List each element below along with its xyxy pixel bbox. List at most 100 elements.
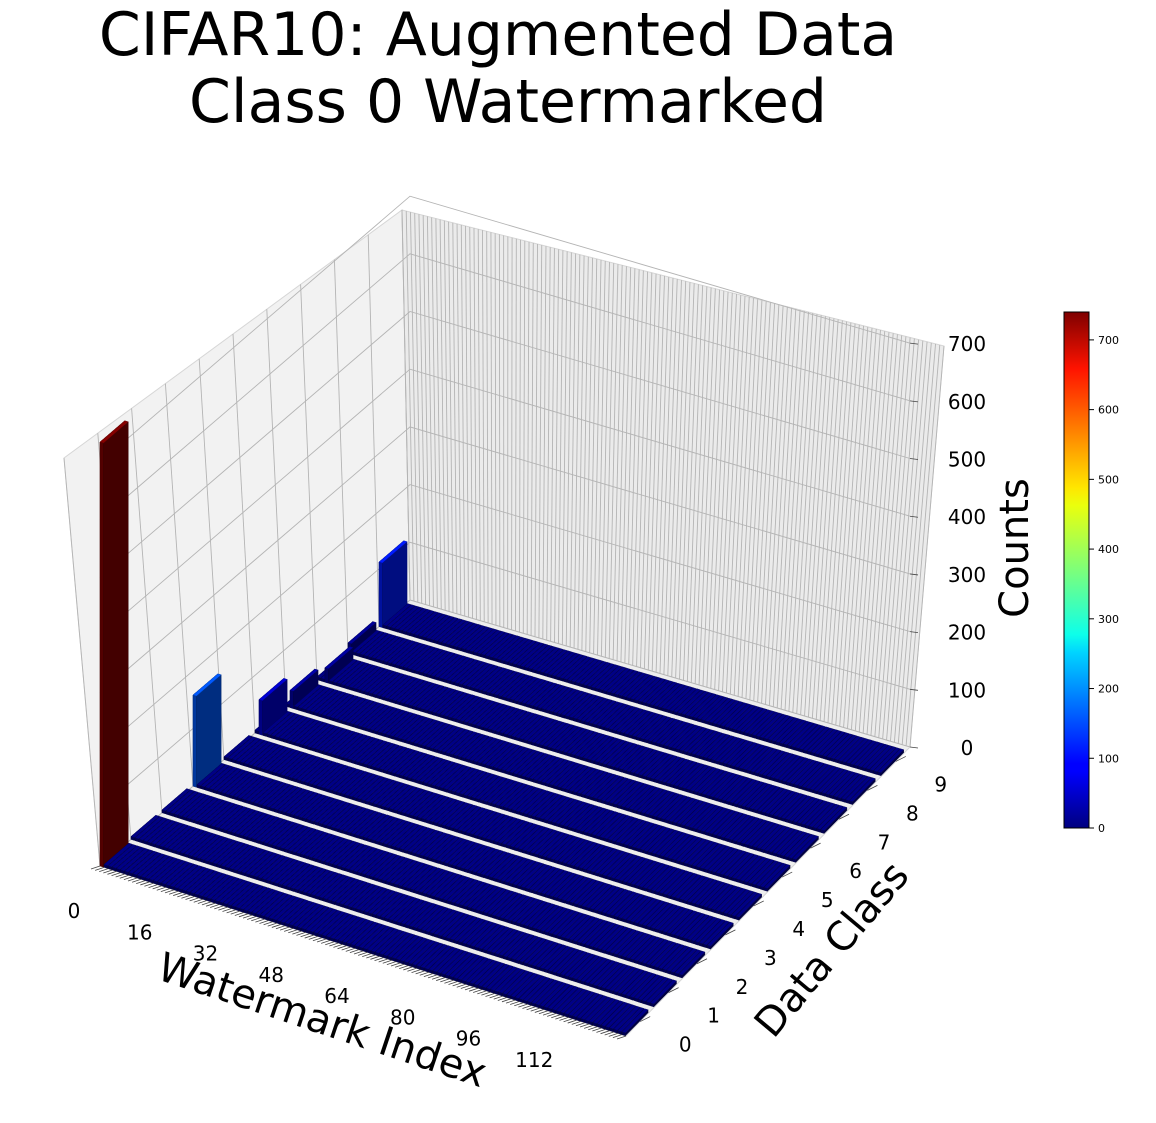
bar-x3-y9-top-face: [390, 605, 420, 629]
bar-x17-y9-top-face: [445, 621, 475, 645]
bar-x54-y8-top-face: [560, 691, 589, 716]
bar-x99-y9-top-face: [767, 716, 795, 741]
bar-x40-y8-top-face: [505, 675, 534, 699]
back-vertical-gridline: [593, 259, 602, 654]
back-vertical-gridline: [694, 287, 712, 684]
bar-x122-y9-top-face: [857, 742, 885, 768]
bar-x55-y8-top-face: [564, 693, 593, 717]
bar-x96-y9-top-face: [755, 712, 783, 737]
back-vertical-gridline: [561, 251, 568, 645]
back-vertical-gridline: [702, 289, 721, 687]
back-vertical-gridline: [557, 250, 564, 644]
bar-x114-y9-top-face: [826, 733, 854, 758]
bar-x75-y8-top-face: [643, 716, 672, 741]
bar-x2-y9-top-face: [386, 604, 416, 628]
bar-x12-y8-top-face: [394, 642, 424, 666]
bar-x26-y9-top-face: [480, 632, 510, 656]
bar-x45-y8-top-face: [525, 681, 554, 705]
bar-x113-y9-top-face: [822, 732, 850, 757]
bar-x73-y8-top-face: [635, 714, 664, 739]
bar-x36-y9-top-face: [520, 643, 549, 667]
back-vertical-gridline: [538, 245, 543, 638]
bar-x34-y9-top-face: [512, 641, 541, 665]
bar-x56-y8-top-face: [568, 694, 597, 718]
back-vertical-gridline: [530, 242, 534, 636]
bar-x54-y9-top-face: [590, 664, 619, 688]
back-vertical-gridline: [414, 213, 423, 604]
bar-x91-y9-top-face: [735, 707, 764, 732]
bar-x60-y9-top-face: [614, 671, 643, 695]
bar-x110-y9-top-face: [810, 728, 838, 754]
back-vertical-gridline: [761, 305, 784, 704]
bar-x59-y8-top-face: [580, 697, 609, 722]
bar-x31-y8-top-face: [470, 665, 499, 689]
bar-x52-y8-top-face: [552, 689, 581, 714]
bar-x72-y9-top-face: [661, 685, 690, 709]
bar-x53-y9-top-face: [586, 663, 615, 687]
bar-x1-y6-front-face: [289, 690, 294, 709]
back-vertical-gridline: [882, 338, 915, 739]
bar-x83-y8-top-face: [675, 725, 703, 750]
back-vertical-gridline: [422, 215, 430, 606]
bar-x41-y9-top-face: [539, 649, 568, 673]
bar-x42-y9-top-face: [543, 650, 572, 674]
bar-x86-y8-top-face: [687, 729, 715, 754]
back-vertical-gridline: [886, 339, 920, 741]
bar-x36-y8-top-face: [489, 670, 519, 695]
bar-x90-y8-top-face: [702, 734, 731, 759]
bar-x98-y9-top-face: [763, 715, 791, 740]
bar-x19-y9-top-face: [453, 624, 482, 648]
bar-x17-y8-top-face: [414, 648, 444, 672]
z-gridline: [99, 310, 911, 578]
back-vertical-gridline: [753, 303, 776, 702]
back-vertical-gridline: [749, 302, 771, 700]
bar-x42-y8-top-face: [513, 677, 542, 702]
bar-x86-y9-top-face: [716, 701, 744, 726]
bar-x0-y8: [347, 621, 377, 655]
bar-x38-y9-top-face: [527, 645, 557, 670]
bar-x7-y9-top-face: [406, 610, 435, 634]
bar-x20-y9-top-face: [457, 625, 486, 649]
back-vertical-gridline: [788, 313, 814, 712]
back-vertical-gridline: [909, 345, 945, 748]
back-vertical-gridline: [526, 241, 530, 635]
bar-x2-y8-top-face: [355, 631, 385, 654]
back-vertical-gridline: [663, 279, 678, 675]
bar-x8-y9-top-face: [409, 611, 439, 635]
back-vertical-gridline: [585, 257, 593, 652]
back-vertical-gridline: [722, 294, 742, 692]
bar-x29-y8-top-face: [462, 662, 491, 686]
left-vertical-gridline: [266, 309, 287, 707]
back-vertical-gridline: [546, 247, 551, 641]
bar-x125-y9-top-face: [869, 746, 897, 771]
bar-x15-y9-top-face: [437, 619, 467, 643]
back-vertical-gridline: [675, 282, 691, 679]
back-vertical-gridline: [850, 330, 881, 730]
bar-x117-y9-top-face: [838, 736, 865, 762]
bar-x63-y9-top-face: [626, 674, 654, 699]
back-vertical-gridline: [874, 336, 907, 737]
back-vertical-gridline: [456, 223, 462, 615]
back-vertical-gridline: [847, 328, 877, 729]
bar-x62-y8-top-face: [592, 701, 621, 726]
bar-x61-y9-top-face: [618, 672, 647, 697]
back-vertical-gridline: [431, 217, 438, 609]
bar-x24-y9-top-face: [472, 629, 502, 653]
bar-x3-y8-top-face: [359, 632, 389, 656]
back-vertical-gridline: [893, 341, 928, 743]
back-vertical-gridline: [792, 314, 818, 713]
bar-x116-y9-top-face: [834, 735, 862, 761]
back-vertical-gridline: [667, 280, 682, 676]
back-vertical-gridline: [443, 220, 450, 612]
back-vertical-gridline: [589, 258, 598, 653]
bar-x7-y8-top-face: [375, 636, 405, 660]
bar-x68-y8-top-face: [616, 708, 644, 733]
bar-x85-y8-top-face: [683, 728, 711, 753]
back-vertical-gridline: [565, 252, 572, 646]
bar-x83-y9-top-face: [704, 697, 733, 722]
left-vertical-gridline: [333, 259, 349, 654]
back-vertical-gridline: [698, 288, 716, 686]
bar-x33-y9-top-face: [508, 640, 537, 664]
back-vertical-gridline: [604, 263, 615, 658]
back-vertical-gridline: [835, 325, 864, 726]
